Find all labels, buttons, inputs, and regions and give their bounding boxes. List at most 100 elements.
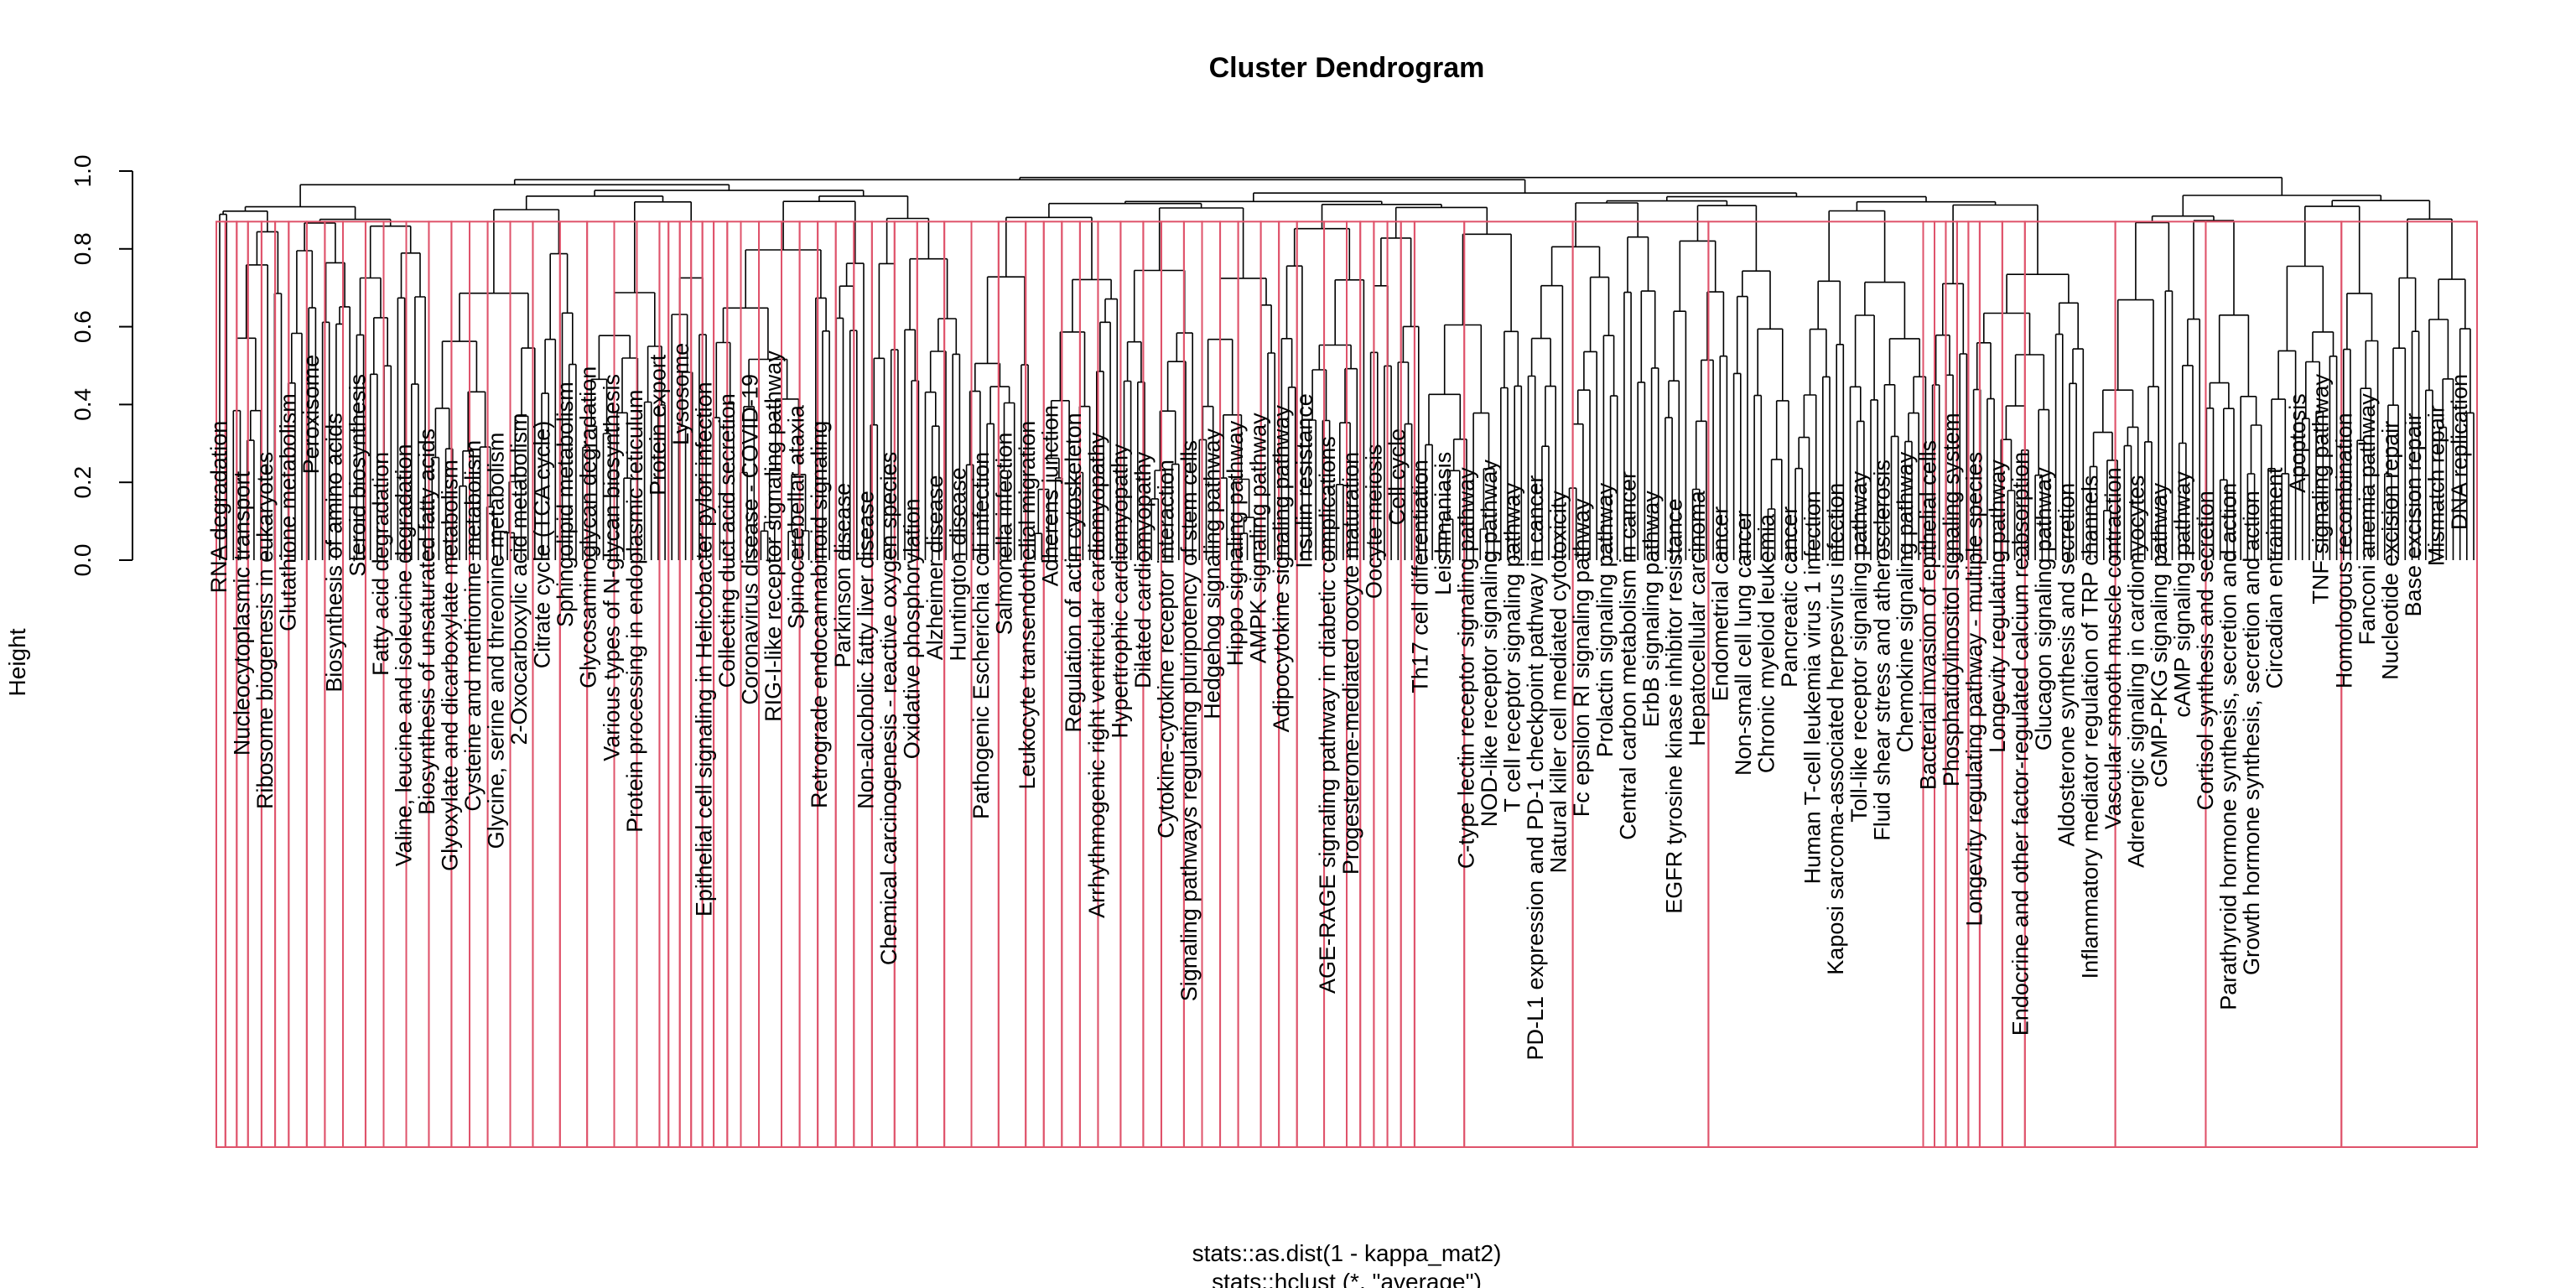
leaf-label: C-type lectin receptor signaling pathway (1454, 467, 1479, 869)
leaf-label: Coronavirus disease - COVID-19 (738, 374, 763, 705)
leaf-label: Parathyroid hormone synthesis, secretion… (2216, 483, 2241, 1010)
y-tick-label: 0.0 (70, 544, 96, 577)
cluster-box (834, 221, 855, 1148)
leaf-label: Spinocerebellar ataxia (784, 404, 809, 629)
leaf-label: Prolactin signaling pathway (1592, 482, 1618, 757)
leaf-label: Fc epsilon RI signaling pathway (1569, 498, 1594, 817)
y-axis: 0.0 0.2 0.4 0.6 0.8 1.0 (70, 155, 133, 577)
leaf-label: Regulation of actin cytoskeleton (1061, 413, 1086, 732)
leaf-label: Salmonella infection (992, 433, 1017, 636)
leaf-label: Human T-cell leukemia virus 1 infection (1800, 491, 1826, 884)
leaf-label: Hippo signaling pathway (1223, 420, 1248, 666)
cluster-box (1386, 221, 1402, 1148)
leaf-label: Glutathione metabolism (276, 393, 301, 631)
leaf-label: Chemokine signaling pathway (1893, 451, 1918, 752)
leaf-label: Cell cycle (1384, 428, 1410, 526)
leaf-label: AGE-RAGE signaling pathway in diabetic c… (1315, 436, 1340, 994)
leaf-label: Hedgehog signaling pathway (1200, 428, 1225, 719)
leaf-label: Arrhythmogenic right ventricular cardiom… (1084, 432, 1109, 918)
leaf-label: Leukocyte transendothelial migration (1015, 421, 1040, 790)
leaf-label: Collecting duct acid secretion (714, 393, 740, 688)
leaf-label: Chemical carcinogenesis - reactive oxyge… (876, 452, 901, 965)
leaf-label: Biosynthesis of unsaturated fatty acids (414, 428, 439, 815)
leaf-label: NOD-like receptor signaling pathway (1477, 460, 1502, 828)
leaf-label: Glycosaminoglycan degradation (576, 366, 601, 688)
leaf-label: Phosphatidylinositol signaling system (1939, 413, 1964, 787)
leaf-label: Retrograde endocannabinoid signaling (807, 421, 832, 808)
leaf-label: Biosynthesis of amino acids (322, 413, 347, 692)
leaf-label: cGMP-PKG signaling pathway (2147, 482, 2172, 787)
y-tick-label: 0.4 (70, 388, 96, 421)
leaf-label: DNA replication (2447, 374, 2472, 530)
leaf-label: Citrate cycle (TCA cycle) (530, 421, 555, 669)
leaf-label: Homologous recombination (2331, 413, 2356, 688)
leaf-label: Signaling pathways regulating pluripoten… (1176, 440, 1202, 1001)
leaf-label: Ribosome biogenesis in eukaryotes (252, 452, 278, 809)
leaf-label: Base excision repair (2401, 413, 2426, 616)
leaf-label: Protein export (645, 354, 670, 496)
leaf-label: Lysosome (668, 343, 693, 445)
cluster-box (2340, 221, 2478, 1148)
leaf-label: Various types of N-glycan biosynthesis (599, 374, 624, 761)
leaf-label: Glyoxylate and dicarboxylate metabolism (438, 460, 463, 871)
leaf-label: Pathogenic Escherichia coli infection (969, 452, 994, 819)
y-axis-label: Height (4, 628, 30, 696)
leaf-label: Steroid biosynthesis (345, 374, 370, 577)
leaf-label: Leishmaniasis (1431, 452, 1456, 595)
y-tick-label: 0.8 (70, 232, 96, 265)
x-axis-label-line-2: stats::hclust (*, "average") (1212, 1269, 1482, 1288)
leaf-label: Parkinson disease (830, 483, 855, 668)
leaf-label: Fluid shear stress and atherosclerosis (1869, 460, 1894, 841)
leaf-label: Circadian entrainment (2262, 467, 2288, 689)
leaf-label: Progesterone-mediated oocyte maturation (1338, 452, 1363, 875)
leaf-label: Cysteine and methionine metabolism (460, 440, 486, 812)
cluster-box (1042, 221, 1063, 1148)
y-tick-label: 1.0 (70, 155, 96, 188)
leaf-label: cAMP signaling pathway (2169, 471, 2194, 718)
leaf-label: Hepatocellular carcinoma (1685, 490, 1710, 746)
leaf-label: Valine, leucine and isoleucine degradati… (391, 444, 416, 867)
leaf-label: Growth hormone synthesis, secretion and … (2239, 491, 2264, 975)
leaf-label: TNF signaling pathway (2309, 374, 2334, 605)
leaf-label: Dilated cardiomyopathy (1130, 451, 1156, 688)
leaf-label: Kaposi sarcoma-associated herpesvirus in… (1823, 483, 1848, 975)
leaf-label: Inflammatory mediator regulation of TRP … (2077, 475, 2102, 979)
leaf-label: RNA degradation (206, 421, 231, 594)
leaf-label: Adrenergic signaling in cardiomyocytes (2123, 475, 2148, 868)
y-tick-label: 0.2 (70, 466, 96, 499)
leaf-label: Fanconi anemia pathway (2355, 393, 2380, 646)
leaf-label: Huntington disease (946, 467, 971, 661)
cluster-box (1237, 221, 1262, 1148)
cluster-box (364, 221, 385, 1148)
leaf-label: Hypertrophic cardiomyopathy (1107, 444, 1132, 739)
leaf-label: Endocrine and other factor-regulated cal… (2008, 452, 2033, 1036)
leaf-label: Cortisol synthesis and secretion (2193, 491, 2218, 810)
x-axis-label-line-1: stats::as.dist(1 - kappa_mat2) (1192, 1240, 1502, 1266)
cluster-box (216, 221, 226, 1148)
leaf-label: Non-small cell lung cancer (1731, 510, 1756, 776)
leaf-label: Fatty acid degradation (368, 452, 393, 676)
leaf-label: Th17 cell differentiation (1407, 460, 1432, 693)
leaf-label: Apoptosis (2285, 393, 2310, 493)
leaf-label: Oxidative phosphorylation (899, 499, 924, 760)
leaf-label: Natural killer cell mediated cytotoxicit… (1546, 491, 1571, 874)
leaf-label: Peroxisome (299, 355, 324, 475)
leaf-label: AMPK signaling pathway (1246, 413, 1271, 663)
cluster-boxes (216, 221, 2478, 1148)
leaf-label: Endometrial cancer (1708, 506, 1733, 702)
leaf-label: Longevity regulating pathway - multiple … (1962, 452, 1987, 927)
leaf-label: Non-alcoholic fatty liver disease (853, 491, 878, 809)
leaf-label: RIG-I-like receptor signaling pathway (761, 351, 786, 722)
cluster-box (943, 221, 973, 1148)
leaf-label: Alzheimer disease (922, 475, 948, 661)
leaf-label: Oocyte meiosis (1361, 444, 1386, 600)
leaf-label: 2-Oxocarboxylic acid metabolism (506, 413, 532, 745)
leaf-label: Adherens junction (1038, 405, 1063, 586)
leaf-label: PD-L1 expression and PD-1 checkpoint pat… (1523, 475, 1548, 1061)
leaf-label: Insulin resistance (1292, 393, 1317, 569)
leaf-label: Pancreatic cancer (1777, 506, 1802, 688)
leaf-label: Nucleotide excision repair (2377, 421, 2402, 680)
leaf-label: Nucleocytoplasmic transport (230, 471, 255, 756)
